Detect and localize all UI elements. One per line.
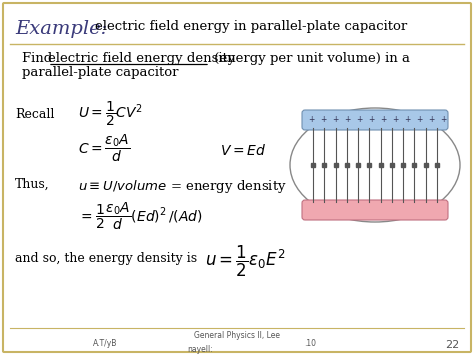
Text: parallel-plate capacitor: parallel-plate capacitor (22, 66, 179, 79)
Text: +: + (428, 115, 434, 125)
Text: +: + (440, 115, 446, 125)
Text: +: + (320, 115, 326, 125)
Text: Thus,: Thus, (15, 178, 50, 191)
Text: +: + (416, 115, 422, 125)
Text: electric field energy density: electric field energy density (48, 52, 235, 65)
Text: +: + (380, 115, 386, 125)
Text: +: + (404, 115, 410, 125)
Text: $u \equiv U / \mathit{volume}$ = energy density: $u \equiv U / \mathit{volume}$ = energy … (78, 178, 287, 195)
Text: +: + (368, 115, 374, 125)
Text: +: + (344, 115, 350, 125)
Text: +: + (392, 115, 398, 125)
Text: +: + (356, 115, 362, 125)
Text: +: + (308, 115, 314, 125)
Text: $V = Ed$: $V = Ed$ (220, 143, 266, 158)
Text: (energy per unit volume) in a: (energy per unit volume) in a (210, 52, 410, 65)
Text: $= \dfrac{1}{2}\dfrac{\varepsilon_0 A}{d}(Ed)^2\,/(Ad)$: $= \dfrac{1}{2}\dfrac{\varepsilon_0 A}{d… (78, 200, 203, 232)
Text: +: + (332, 115, 338, 125)
FancyBboxPatch shape (302, 200, 448, 220)
Text: nayell:: nayell: (187, 345, 213, 354)
Text: A.T/yB: A.T/yB (93, 339, 117, 348)
Text: $U = \dfrac{1}{2}CV^2$: $U = \dfrac{1}{2}CV^2$ (78, 100, 143, 129)
Text: Recall: Recall (15, 108, 55, 121)
Text: $u = \dfrac{1}{2}\varepsilon_0 E^2$: $u = \dfrac{1}{2}\varepsilon_0 E^2$ (205, 244, 285, 279)
FancyBboxPatch shape (302, 110, 448, 130)
Text: .10: .10 (304, 339, 316, 348)
Text: Example:: Example: (15, 20, 107, 38)
Text: 22: 22 (445, 340, 459, 350)
Text: and so, the energy density is: and so, the energy density is (15, 252, 197, 265)
Text: electric field energy in parallel-plate capacitor: electric field energy in parallel-plate … (95, 20, 407, 33)
Text: General Physics II, Lee: General Physics II, Lee (194, 331, 280, 340)
FancyBboxPatch shape (3, 3, 471, 352)
Text: Find: Find (22, 52, 56, 65)
Text: $C = \dfrac{\varepsilon_0 A}{d}$: $C = \dfrac{\varepsilon_0 A}{d}$ (78, 132, 130, 164)
